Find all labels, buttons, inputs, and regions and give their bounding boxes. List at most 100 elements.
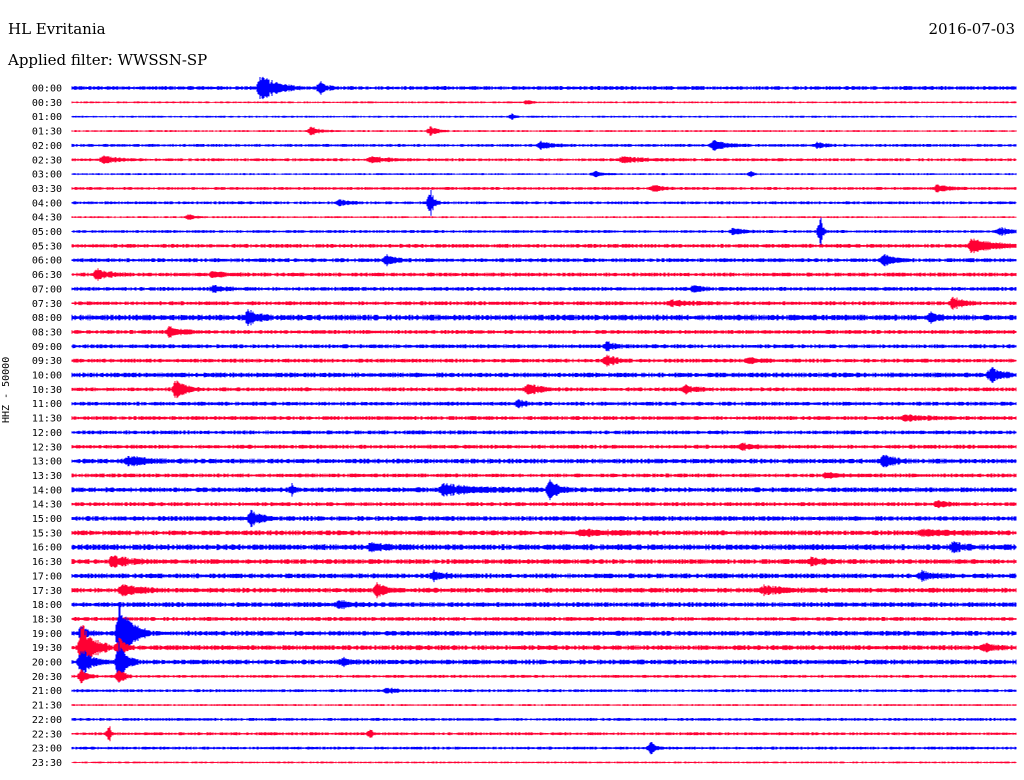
trace-line-1700 — [71, 569, 1017, 583]
tick-label-1600: 16:00 — [32, 543, 62, 554]
tick-label-0700: 07:00 — [32, 284, 62, 295]
tick-label-1700: 17:00 — [32, 571, 62, 582]
trace-line-1100 — [71, 399, 1017, 409]
trace-line-1130 — [71, 414, 1017, 422]
tick-label-1300: 13:00 — [32, 457, 62, 468]
tick-label-0630: 06:30 — [32, 270, 62, 281]
trace-line-0530 — [71, 238, 1017, 254]
trace-line-0200 — [71, 140, 1017, 151]
trace-line-1900 — [71, 603, 1017, 663]
trace-line-0030 — [71, 100, 1017, 105]
tick-label-0300: 03:00 — [32, 170, 62, 181]
trace-line-2000 — [71, 641, 1017, 683]
trace-line-0230 — [71, 155, 1017, 164]
trace-line-0830 — [71, 326, 1017, 338]
trace-line-0130 — [71, 126, 1017, 136]
trace-line-1230 — [71, 442, 1017, 451]
trace-line-0930 — [71, 354, 1017, 367]
tick-label-1530: 15:30 — [32, 528, 62, 539]
trace-line-0900 — [71, 341, 1017, 352]
trace-line-1600 — [71, 541, 1017, 554]
tick-label-1400: 14:00 — [32, 485, 62, 496]
trace-line-1200 — [71, 430, 1017, 435]
tick-label-0130: 01:30 — [32, 127, 62, 138]
trace-line-0730 — [71, 296, 1017, 310]
tick-label-0000: 00:00 — [32, 84, 62, 95]
trace-line-1500 — [71, 509, 1017, 528]
tick-label-1100: 11:00 — [32, 399, 62, 410]
tick-label-2030: 20:30 — [32, 672, 62, 683]
tick-label-1630: 16:30 — [32, 557, 62, 568]
tick-label-2300: 23:00 — [32, 744, 62, 755]
trace-line-2230 — [71, 726, 1017, 742]
trace-line-0500 — [71, 217, 1017, 246]
trace-line-2100 — [71, 687, 1017, 694]
trace-line-0630 — [71, 268, 1017, 281]
trace-line-1400 — [71, 479, 1017, 501]
trace-line-0100 — [71, 113, 1017, 120]
trace-line-1030 — [71, 380, 1017, 399]
tick-label-0530: 05:30 — [32, 241, 62, 252]
tick-label-0830: 08:30 — [32, 327, 62, 338]
trace-line-0330 — [71, 184, 1017, 193]
tick-label-1130: 11:30 — [32, 414, 62, 425]
station-name: HL Evritania — [8, 20, 106, 38]
tick-label-0600: 06:00 — [32, 256, 62, 267]
trace-line-1000 — [71, 367, 1017, 383]
tick-label-0430: 04:30 — [32, 213, 62, 224]
tick-label-0730: 07:30 — [32, 299, 62, 310]
trace-line-1430 — [71, 500, 1017, 509]
trace-line-2200 — [71, 717, 1017, 721]
trace-line-2300 — [71, 742, 1017, 755]
tick-label-1830: 18:30 — [32, 614, 62, 625]
tick-label-1500: 15:00 — [32, 514, 62, 525]
filter-label: Applied filter: WWSSN-SP — [8, 51, 208, 69]
tick-label-1430: 14:30 — [32, 500, 62, 511]
tick-label-2130: 21:30 — [32, 701, 62, 712]
trace-line-0000 — [71, 76, 1017, 100]
trace-line-1730 — [71, 582, 1017, 599]
trace-line-1830 — [71, 617, 1017, 621]
tick-label-1330: 13:30 — [32, 471, 62, 482]
trace-line-0700 — [71, 285, 1017, 293]
trace-line-2330 — [71, 761, 1017, 764]
tick-label-0330: 03:30 — [32, 184, 62, 195]
tick-label-1200: 12:00 — [32, 428, 62, 439]
tick-label-0100: 01:00 — [32, 112, 62, 123]
trace-line-2030 — [71, 669, 1017, 684]
trace-line-0800 — [71, 309, 1017, 326]
tick-label-2330: 23:30 — [32, 758, 62, 769]
trace-line-1800 — [71, 600, 1017, 610]
tick-label-2100: 21:00 — [32, 686, 62, 697]
tick-label-0030: 00:30 — [32, 98, 62, 109]
tick-label-0400: 04:00 — [32, 198, 62, 209]
tick-label-0930: 09:30 — [32, 356, 62, 367]
tick-label-0500: 05:00 — [32, 227, 62, 238]
trace-line-0600 — [71, 254, 1017, 267]
trace-line-1530 — [71, 528, 1017, 538]
tick-label-0900: 09:00 — [32, 342, 62, 353]
tick-label-2200: 22:00 — [32, 715, 62, 726]
tick-label-1930: 19:30 — [32, 643, 62, 654]
tick-label-1900: 19:00 — [32, 629, 62, 640]
tick-label-2000: 20:00 — [32, 658, 62, 669]
trace-line-1930 — [71, 625, 1017, 671]
trace-line-2130 — [71, 704, 1017, 706]
tick-label-0200: 02:00 — [32, 141, 62, 152]
trace-line-1330 — [71, 472, 1017, 479]
record-date: 2016-07-03 — [928, 20, 1015, 38]
trace-line-0400 — [71, 189, 1017, 216]
trace-line-0300 — [71, 170, 1017, 178]
trace-line-0430 — [71, 214, 1017, 220]
trace-line-1300 — [71, 454, 1017, 468]
tick-label-1000: 10:00 — [32, 371, 62, 382]
tick-label-1230: 12:30 — [32, 442, 62, 453]
tick-label-1030: 10:30 — [32, 385, 62, 396]
trace-line-1630 — [71, 555, 1017, 568]
tick-label-1800: 18:00 — [32, 600, 62, 611]
tick-label-0800: 08:00 — [32, 313, 62, 324]
tick-label-0230: 02:30 — [32, 155, 62, 166]
tick-label-2230: 22:30 — [32, 729, 62, 740]
